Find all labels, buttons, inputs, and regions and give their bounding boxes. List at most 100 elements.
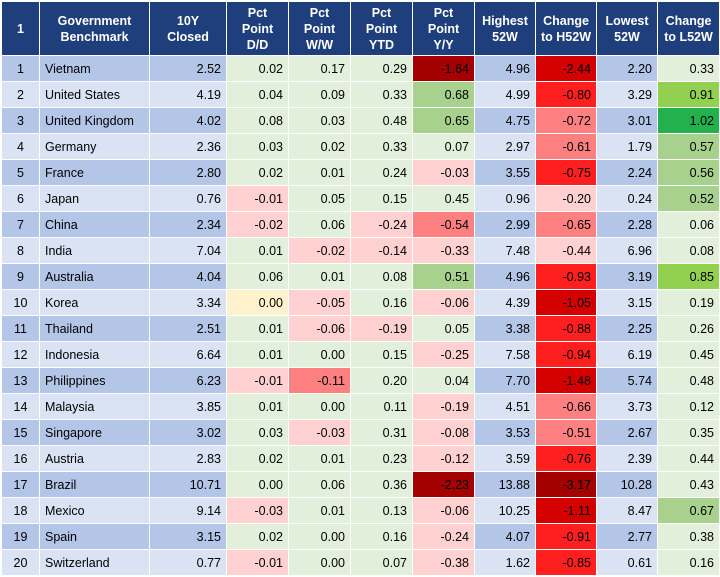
change-l52w-value: 0.16 [657, 549, 720, 576]
pct-ytd-value: 0.11 [350, 393, 413, 420]
closed-value: 7.04 [149, 237, 227, 264]
pct-yy-value: -0.54 [412, 211, 475, 238]
closed-value: 2.34 [149, 211, 227, 238]
pct-yy-value: 0.68 [412, 81, 475, 108]
table-row: 1 Vietnam 2.52 0.02 0.17 0.29 -1.64 4.96 -2.44 2.… [1, 55, 720, 82]
pct-ww-value: 0.00 [288, 523, 351, 550]
closed-value: 2.83 [149, 445, 227, 472]
table-row: 15 Singapore 3.02 0.03 -0.03 0.31 -0.08 3.53 -0.… [1, 419, 720, 446]
table-row: 6 Japan 0.76 -0.01 0.05 0.15 0.45 0.96 -0.20 0.24… [1, 185, 720, 212]
change-l52w-value: 0.44 [657, 445, 720, 472]
country-name: China [39, 211, 150, 238]
pct-ytd-value: 0.08 [350, 263, 413, 290]
highest-52w-value: 4.99 [474, 81, 536, 108]
table-row: 8 India 7.04 0.01 -0.02 -0.14 -0.33 7.48 -0.44 6.… [1, 237, 720, 264]
header-pct-ww: Pct Point W/W [288, 1, 351, 56]
highest-52w-value: 4.75 [474, 107, 536, 134]
highest-52w-value: 4.07 [474, 523, 536, 550]
highest-52w-value: 10.25 [474, 497, 536, 524]
change-l52w-value: 0.52 [657, 185, 720, 212]
change-l52w-value: 0.33 [657, 55, 720, 82]
pct-yy-value: 0.05 [412, 315, 475, 342]
header-change-l52w: Change to L52W [657, 1, 720, 56]
change-h52w-value: -0.93 [535, 263, 597, 290]
pct-yy-value: 0.45 [412, 185, 475, 212]
pct-ytd-value: 0.24 [350, 159, 413, 186]
pct-ytd-value: 0.13 [350, 497, 413, 524]
pct-ww-value: 0.02 [288, 133, 351, 160]
closed-value: 0.76 [149, 185, 227, 212]
change-h52w-value: -0.66 [535, 393, 597, 420]
country-name: France [39, 159, 150, 186]
country-name: Thailand [39, 315, 150, 342]
pct-yy-value: 0.07 [412, 133, 475, 160]
pct-dd-value: 0.02 [226, 159, 289, 186]
pct-yy-value: -0.03 [412, 159, 475, 186]
row-index: 18 [1, 497, 40, 524]
pct-ww-value: 0.06 [288, 211, 351, 238]
country-name: Spain [39, 523, 150, 550]
pct-yy-value: -0.06 [412, 289, 475, 316]
row-index: 3 [1, 107, 40, 134]
table-row: 9 Australia 4.04 0.06 0.01 0.08 0.51 4.96 -0.93 3… [1, 263, 720, 290]
pct-ytd-value: 0.15 [350, 341, 413, 368]
pct-dd-value: 0.01 [226, 341, 289, 368]
row-index: 13 [1, 367, 40, 394]
pct-yy-value: -0.24 [412, 523, 475, 550]
closed-value: 3.02 [149, 419, 227, 446]
pct-ytd-value: 0.07 [350, 549, 413, 576]
pct-ww-value: 0.01 [288, 445, 351, 472]
closed-value: 6.64 [149, 341, 227, 368]
pct-yy-value: -0.08 [412, 419, 475, 446]
table-row: 19 Spain 3.15 0.02 0.00 0.16 -0.24 4.07 -0.91 2.7… [1, 523, 720, 550]
header-benchmark: Government Benchmark [39, 1, 150, 56]
table-row: 10 Korea 3.34 0.00 -0.05 0.16 -0.06 4.39 -1.05 3.… [1, 289, 720, 316]
header-highest-52w: Highest 52W [474, 1, 536, 56]
header-change-h52w: Change to H52W [535, 1, 597, 56]
pct-ww-value: -0.02 [288, 237, 351, 264]
table-row: 14 Malaysia 3.85 0.01 0.00 0.11 -0.19 4.51 -0.66… [1, 393, 720, 420]
change-h52w-value: -0.91 [535, 523, 597, 550]
row-index: 10 [1, 289, 40, 316]
lowest-52w-value: 1.79 [596, 133, 658, 160]
pct-ytd-value: 0.33 [350, 81, 413, 108]
country-name: Mexico [39, 497, 150, 524]
country-name: India [39, 237, 150, 264]
table-row: 2 United States 4.19 0.04 0.09 0.33 0.68 4.99 -0… [1, 81, 720, 108]
country-name: Malaysia [39, 393, 150, 420]
closed-value: 3.85 [149, 393, 227, 420]
lowest-52w-value: 3.29 [596, 81, 658, 108]
pct-ytd-value: -0.19 [350, 315, 413, 342]
pct-dd-value: -0.02 [226, 211, 289, 238]
lowest-52w-value: 2.25 [596, 315, 658, 342]
row-index: 17 [1, 471, 40, 498]
country-name: Japan [39, 185, 150, 212]
pct-yy-value: -0.25 [412, 341, 475, 368]
country-name: United Kingdom [39, 107, 150, 134]
pct-ww-value: -0.11 [288, 367, 351, 394]
closed-value: 4.02 [149, 107, 227, 134]
header-10y-closed: 10Y Closed [149, 1, 227, 56]
change-h52w-value: -3.17 [535, 471, 597, 498]
change-l52w-value: 0.56 [657, 159, 720, 186]
lowest-52w-value: 2.39 [596, 445, 658, 472]
lowest-52w-value: 3.01 [596, 107, 658, 134]
row-index: 2 [1, 81, 40, 108]
header-lowest-52w: Lowest 52W [596, 1, 658, 56]
pct-dd-value: 0.03 [226, 133, 289, 160]
pct-ytd-value: 0.33 [350, 133, 413, 160]
row-index: 20 [1, 549, 40, 576]
row-index: 11 [1, 315, 40, 342]
change-h52w-value: -0.75 [535, 159, 597, 186]
change-h52w-value: -0.20 [535, 185, 597, 212]
header-pct-yy: Pct Point Y/Y [412, 1, 475, 56]
pct-dd-value: -0.03 [226, 497, 289, 524]
change-l52w-value: 0.06 [657, 211, 720, 238]
pct-dd-value: 0.01 [226, 315, 289, 342]
pct-ww-value: 0.00 [288, 393, 351, 420]
pct-yy-value: -0.38 [412, 549, 475, 576]
change-h52w-value: -0.76 [535, 445, 597, 472]
closed-value: 4.19 [149, 81, 227, 108]
highest-52w-value: 4.39 [474, 289, 536, 316]
country-name: Germany [39, 133, 150, 160]
